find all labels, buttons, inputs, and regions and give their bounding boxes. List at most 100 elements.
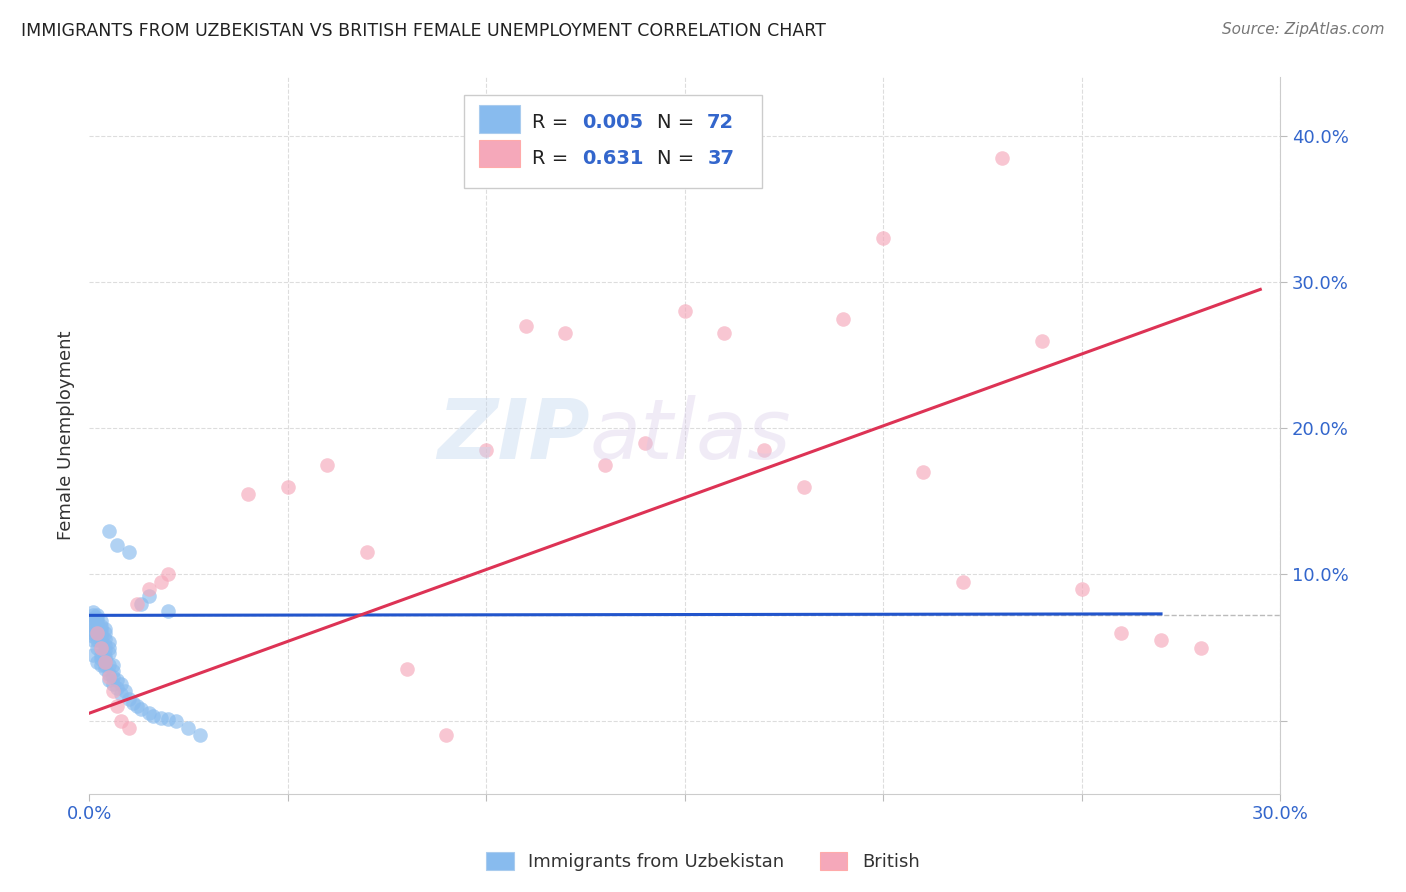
Point [86, 629, 108, 643]
Point [90, 626, 112, 640]
Point [82, 626, 104, 640]
Point [86, 626, 108, 640]
Point [94, 658, 117, 673]
Point [142, 709, 165, 723]
Point [82, 608, 104, 623]
Point [105, 681, 128, 696]
Point [121, 696, 143, 710]
Text: ZIP: ZIP [437, 395, 589, 476]
Point [1111, 626, 1133, 640]
Y-axis label: Female Unemployment: Female Unemployment [58, 331, 75, 541]
Point [110, 714, 132, 728]
Point [86, 617, 108, 632]
Point [94, 649, 117, 664]
Point [475, 443, 498, 458]
Text: IMMIGRANTS FROM UZBEKISTAN VS BRITISH FEMALE UNEMPLOYMENT CORRELATION CHART: IMMIGRANTS FROM UZBEKISTAN VS BRITISH FE… [21, 22, 825, 40]
Point [82, 614, 104, 628]
Point [94, 622, 117, 636]
Point [90, 618, 112, 632]
Point [86, 614, 108, 628]
Point [752, 443, 775, 458]
Point [97, 673, 120, 687]
Point [110, 677, 132, 691]
Point [316, 458, 339, 472]
Point [97, 634, 120, 648]
Point [110, 687, 132, 701]
Point [157, 712, 180, 726]
Point [434, 728, 457, 742]
Point [90, 614, 112, 628]
Point [138, 582, 160, 596]
Text: N =: N = [657, 149, 700, 168]
Point [86, 655, 108, 669]
Point [86, 640, 108, 655]
Legend: Immigrants from Uzbekistan, British: Immigrants from Uzbekistan, British [479, 845, 927, 879]
Point [90, 648, 112, 662]
Text: 0.631: 0.631 [582, 149, 644, 168]
Point [236, 487, 259, 501]
Point [149, 711, 172, 725]
Point [713, 326, 735, 341]
Point [129, 702, 152, 716]
Point [1031, 334, 1053, 348]
Point [872, 231, 894, 245]
Point [97, 670, 120, 684]
Point [101, 677, 124, 691]
Point [86, 622, 108, 636]
Point [101, 658, 124, 673]
Point [94, 655, 117, 669]
Point [105, 538, 128, 552]
Point [593, 458, 616, 472]
Point [94, 652, 117, 666]
Point [97, 524, 120, 538]
Point [90, 633, 112, 648]
Point [86, 633, 108, 648]
Point [114, 684, 136, 698]
FancyBboxPatch shape [464, 95, 762, 188]
Point [515, 318, 537, 333]
Point [94, 626, 117, 640]
Point [793, 480, 815, 494]
Text: 72: 72 [707, 113, 734, 132]
Point [82, 611, 104, 625]
Point [1150, 633, 1173, 648]
Point [97, 640, 120, 655]
Point [149, 574, 172, 589]
Point [125, 597, 148, 611]
Text: R =: R = [531, 149, 581, 168]
Point [86, 626, 108, 640]
Point [165, 714, 187, 728]
Point [138, 706, 160, 721]
Point [157, 604, 180, 618]
FancyBboxPatch shape [478, 140, 520, 167]
Text: N =: N = [657, 113, 700, 132]
Point [105, 673, 128, 687]
Point [395, 662, 418, 676]
Point [82, 606, 104, 620]
Point [97, 666, 120, 681]
Point [832, 311, 855, 326]
Text: atlas: atlas [589, 395, 792, 476]
Point [129, 597, 152, 611]
Point [90, 640, 112, 655]
Point [1070, 582, 1092, 596]
Point [105, 698, 128, 713]
Point [90, 640, 112, 655]
Point [97, 646, 120, 660]
Point [86, 611, 108, 625]
Point [94, 643, 117, 657]
FancyBboxPatch shape [478, 105, 520, 133]
Point [177, 721, 200, 735]
Point [94, 655, 117, 669]
Point [138, 590, 160, 604]
Point [82, 618, 104, 632]
Point [277, 480, 299, 494]
Point [188, 728, 211, 742]
Text: 0.005: 0.005 [582, 113, 644, 132]
Point [125, 698, 148, 713]
Point [157, 567, 180, 582]
Point [554, 326, 576, 341]
Point [101, 684, 124, 698]
Point [82, 629, 104, 643]
Text: R =: R = [531, 113, 575, 132]
